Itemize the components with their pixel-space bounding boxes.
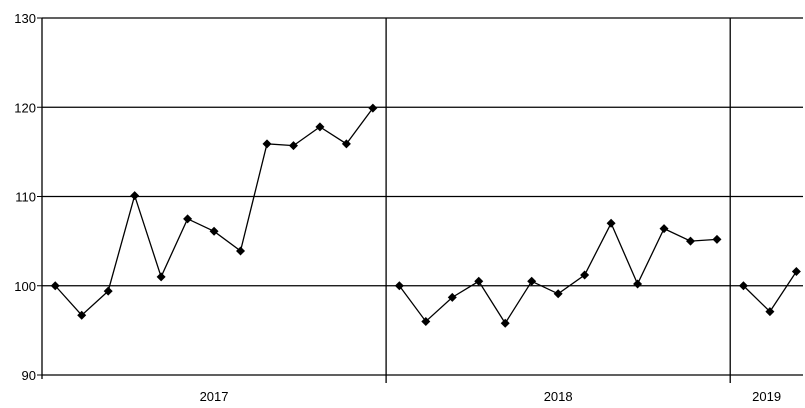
data-point-marker: [288, 141, 298, 151]
data-point-marker: [394, 281, 404, 291]
data-point-marker: [209, 226, 219, 236]
x-group-label: 2017: [200, 389, 229, 404]
y-tick-label: 100: [14, 279, 36, 294]
data-point-marker: [262, 139, 272, 149]
x-group-labels: 2017 2018 2019: [200, 389, 781, 404]
data-point-marker: [341, 139, 351, 149]
data-point-marker: [421, 316, 431, 326]
x-group-label: 2018: [544, 389, 573, 404]
y-tick-label: 110: [15, 190, 36, 205]
series-markers: [50, 103, 801, 328]
y-tick-label: 120: [14, 100, 36, 115]
gridlines: [42, 17, 803, 376]
x-group-label: 2019: [752, 389, 781, 404]
data-point-marker: [156, 272, 166, 282]
data-point-marker: [765, 307, 775, 317]
data-point-marker: [315, 122, 325, 132]
y-tick-label: 90: [22, 368, 36, 383]
series-line-2017: [54, 107, 374, 317]
data-point-marker: [606, 218, 616, 228]
series-line-2018: [398, 221, 718, 325]
data-point-marker: [738, 281, 748, 291]
data-point-marker: [447, 292, 457, 302]
data-point-marker: [659, 224, 669, 234]
data-point-marker: [474, 276, 484, 286]
data-point-marker: [500, 318, 510, 328]
data-point-marker: [791, 266, 801, 276]
data-point-marker: [712, 234, 722, 244]
data-point-marker: [633, 279, 643, 289]
data-point-marker: [368, 103, 378, 113]
axes: [37, 17, 43, 379]
year-separators: [385, 18, 731, 383]
data-point-marker: [77, 310, 87, 320]
data-point-marker: [686, 236, 696, 246]
data-point-marker: [50, 281, 60, 291]
series-lines: [54, 107, 797, 325]
data-point-marker: [580, 270, 590, 280]
y-tick-labels: 90 100 110 120 130: [14, 11, 36, 383]
y-tick-label: 130: [14, 11, 36, 26]
series-line-2019: [742, 271, 797, 313]
data-point-marker: [527, 276, 537, 286]
data-point-marker: [236, 246, 246, 256]
data-point-marker: [183, 214, 193, 224]
data-point-marker: [553, 289, 563, 299]
data-point-marker: [130, 191, 140, 201]
data-point-marker: [103, 286, 113, 296]
